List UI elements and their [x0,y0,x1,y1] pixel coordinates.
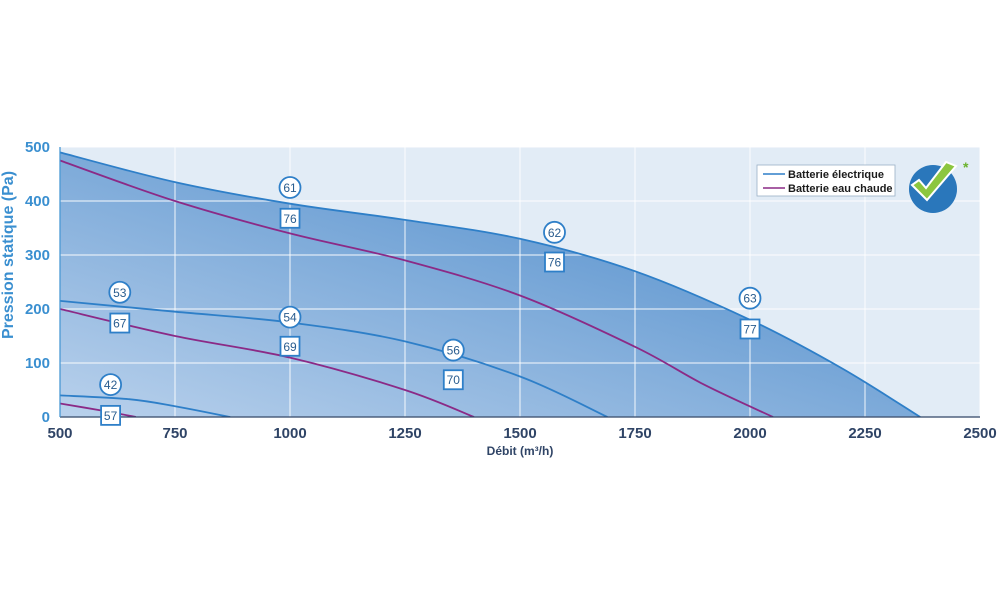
circle-badge: 56 [441,338,465,362]
series-line-1 [60,159,774,417]
badge-label: 76 [283,212,297,226]
badge-square-shape [279,207,301,229]
square-badge: 76 [279,207,301,229]
badge-label: 54 [283,311,297,325]
badge-label: 77 [743,322,757,336]
circle-badge: 53 [108,280,132,304]
y-tick-label: 400 [25,193,50,210]
series-line-2 [60,300,608,417]
circle-badge: 61 [278,176,302,199]
x-tick-label: 2250 [848,425,881,442]
badge-label: 61 [283,181,297,195]
square-badge: 70 [442,369,464,391]
x-axis-ticks: 500 750 1000 1250 1500 1750 2000 2250 2500 [47,425,996,442]
x-axis-title: Débit (m³/h) [487,444,554,458]
y-tick-label: 200 [25,301,50,318]
circle-badge: 54 [278,305,302,329]
badge-circle-shape [543,220,566,244]
circle-badge: 63 [738,286,762,310]
circle-badge: 62 [543,220,566,244]
axes [59,147,980,418]
badge-circle-shape [278,305,302,329]
badge-label: 42 [104,378,118,392]
badge-label: 67 [113,317,127,331]
badge-label: 62 [548,226,562,240]
square-badge: 77 [739,318,761,340]
square-badge: 69 [279,335,301,357]
badge-square-shape [544,251,565,273]
y-tick-label: 500 [25,139,50,156]
legend-label-electric: Batterie électrique [788,169,884,181]
x-tick-label: 1750 [618,425,651,442]
badge-label: 69 [283,340,297,354]
badge-square-shape [109,312,131,334]
x-tick-label: 750 [162,425,187,442]
y-tick-label: 300 [25,247,50,264]
badge-square-shape [100,404,121,426]
square-badge: 57 [100,404,121,426]
badge-circle-shape [108,280,132,304]
badge-circle-shape [441,338,465,362]
x-tick-label: 1250 [388,425,421,442]
badge-label: 56 [447,344,461,358]
x-tick-label: 1000 [273,425,306,442]
badge-circle-shape [738,286,762,310]
certification-check-logo: * [909,159,969,213]
curves [60,151,921,417]
badge-square-shape [279,335,301,357]
logo-asterisk: * [963,159,969,175]
series-line-0 [60,151,921,417]
badge-label: 70 [447,373,461,387]
logo-check-icon [910,160,958,202]
square-badge: 76 [544,251,565,273]
x-tick-label: 2500 [963,425,996,442]
badge-label: 76 [548,256,562,270]
series-line-4 [60,394,231,417]
legend-box [756,164,896,197]
badge-square-shape [739,318,761,340]
badge-label: 53 [113,286,127,300]
gridlines [60,147,980,417]
x-tick-label: 1500 [503,425,536,442]
series-line-3 [60,308,475,417]
legend-label-water: Batterie eau chaude [788,183,893,195]
y-tick-label: 0 [42,409,50,426]
badge-square-shape [442,369,464,391]
badge-label: 63 [743,292,757,306]
x-tick-label: 500 [47,425,72,442]
square-badge: 67 [109,312,131,334]
annotations: 61 76 62 76 63 77 53 67 54 69 56 70 42 57 [99,176,762,426]
badge-circle-shape [278,176,302,199]
badge-circle-shape [99,373,122,397]
x-tick-label: 2000 [733,425,766,442]
y-axis-ticks: 0 100 200 300 400 500 [25,139,50,426]
circle-badge: 42 [99,373,122,397]
y-tick-label: 100 [25,355,50,372]
badge-label: 57 [104,409,118,423]
legend: Batterie électrique Batterie eau chaude [756,164,896,197]
y-axis-title: Pression statique (Pa) [0,171,17,339]
